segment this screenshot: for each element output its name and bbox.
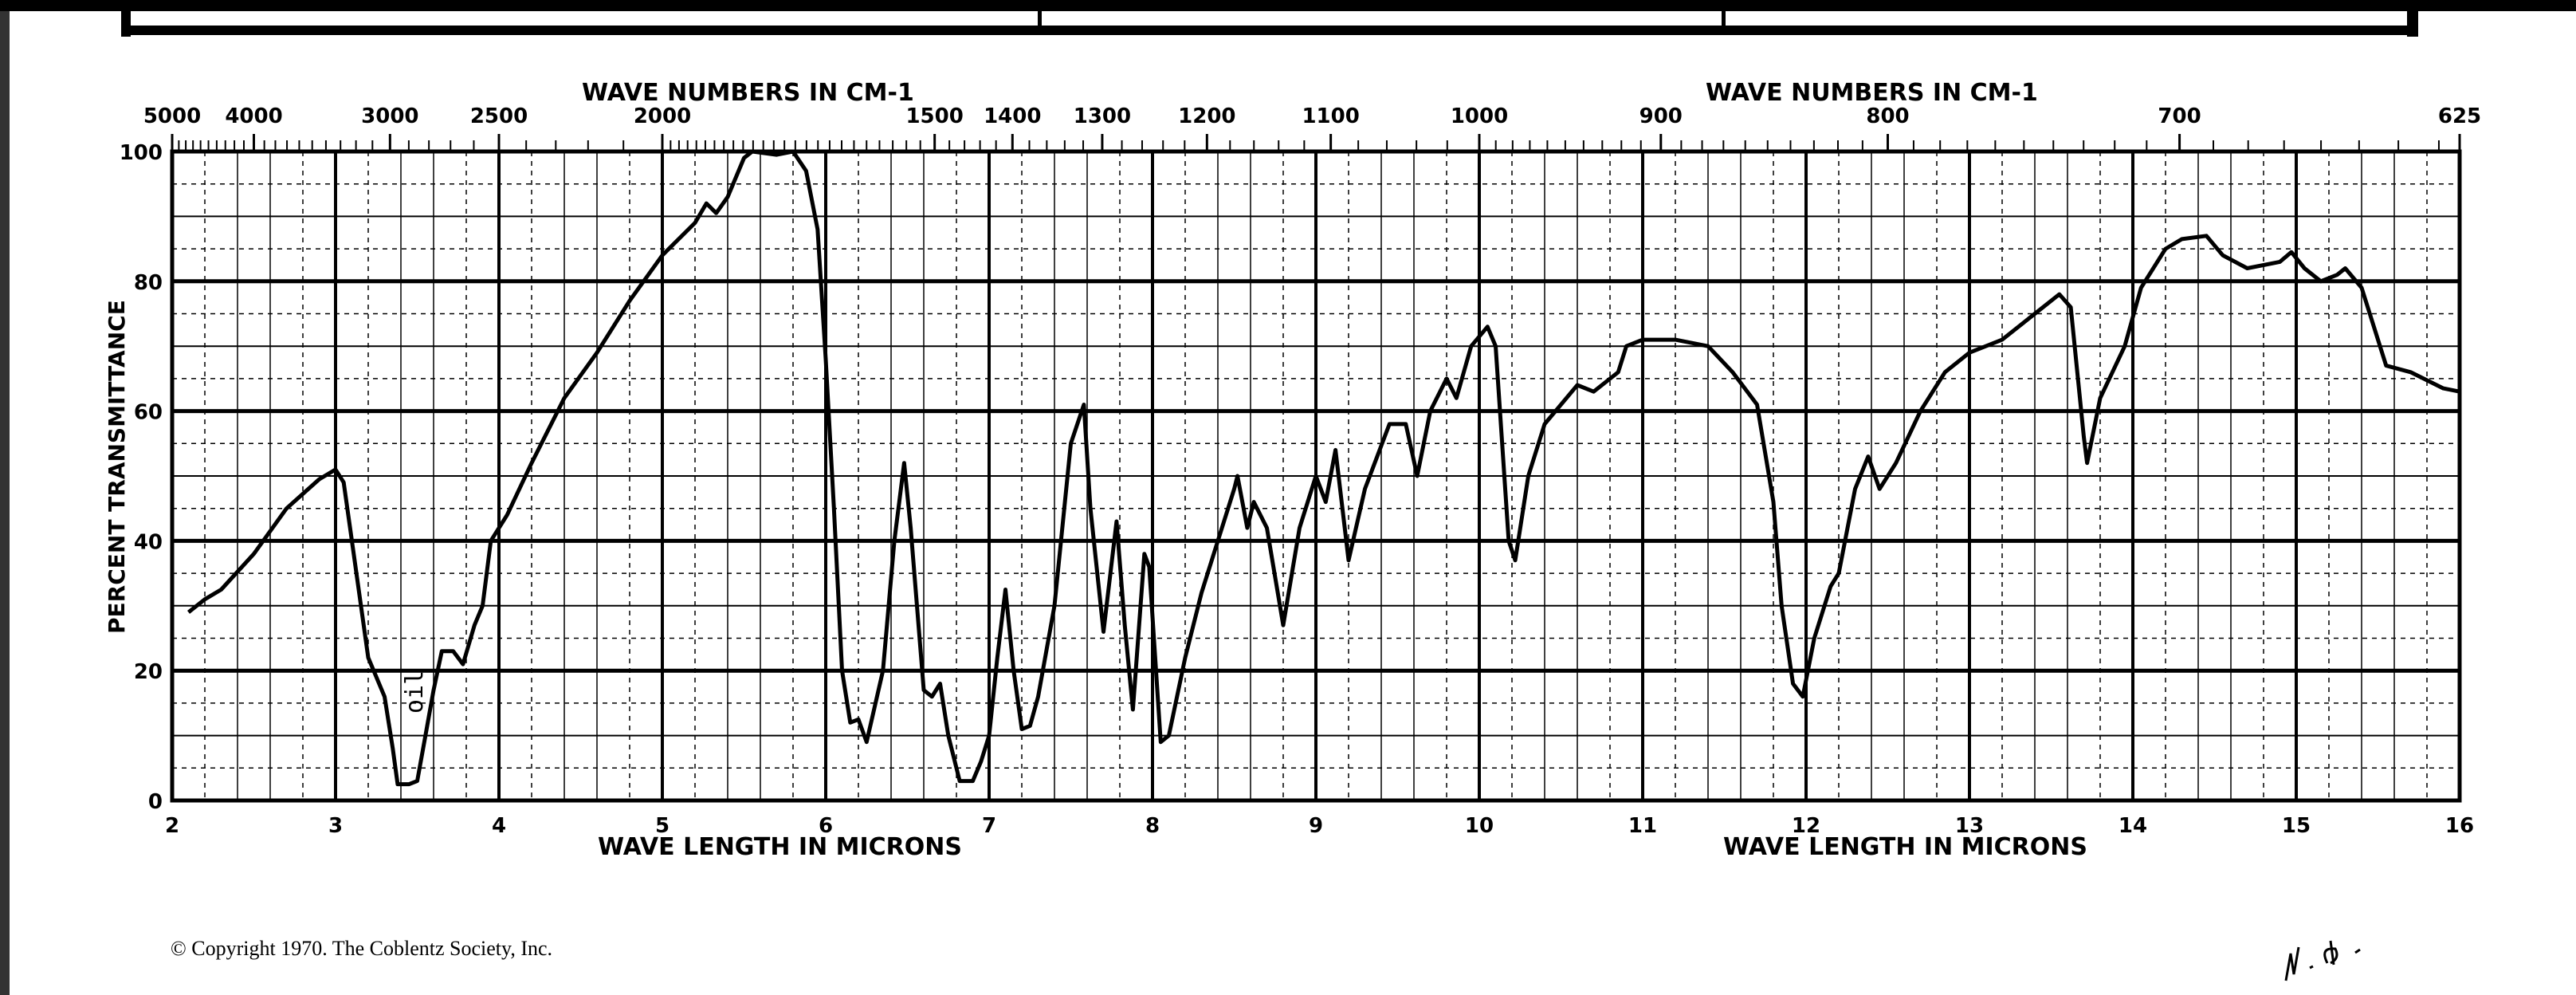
x-axis-title: WAVE LENGTH IN MICRONS (598, 833, 962, 861)
wavenumber-tick-label: 800 (1866, 104, 1909, 128)
wavenumber-tick-label: 2500 (470, 104, 528, 128)
oil-annotation: oil (401, 671, 429, 714)
y-tick-label: 20 (134, 660, 163, 684)
x-tick-label: 12 (1792, 814, 1820, 838)
x-tick-label: 4 (492, 814, 506, 838)
wavenumber-tick-label: 5000 (143, 104, 201, 128)
y-axis-title: PERCENT TRANSMITTANCE (104, 300, 130, 634)
x-tick-label: 5 (655, 814, 670, 838)
x-tick-label: 9 (1309, 814, 1323, 838)
copyright-text: © Copyright 1970. The Coblentz Society, … (171, 937, 552, 960)
wavenumber-tick-label: 1000 (1451, 104, 1508, 128)
wavenumber-tick-label: 1300 (1074, 104, 1131, 128)
wavenumber-tick-label: 1500 (905, 104, 963, 128)
x-axis-title-right: WAVE LENGTH IN MICRONS (1723, 833, 2087, 861)
wavenumber-tick-label: 3000 (361, 104, 418, 128)
wavenumber-tick-label: 625 (2438, 104, 2481, 128)
x-tick-label: 8 (1145, 814, 1160, 838)
wavenumber-tick-label: 1100 (1302, 104, 1359, 128)
x-tick-label: 6 (819, 814, 833, 838)
spectrum-line (187, 149, 2460, 787)
y-tick-label: 100 (120, 141, 163, 165)
wavenumber-tick-label: 900 (1639, 104, 1683, 128)
x-tick-label: 10 (1465, 814, 1494, 838)
wavenumber-tick-label: 700 (2158, 104, 2201, 128)
x-tick-label: 15 (2282, 814, 2311, 838)
wavenumber-tick-label: 1400 (984, 104, 1041, 128)
x-tick-label: 7 (982, 814, 996, 838)
top-axis-title: WAVE NUMBERS IN CM-1 (582, 79, 914, 107)
x-tick-label: 14 (2119, 814, 2147, 838)
y-tick-label: 60 (134, 401, 163, 425)
handwritten-signature (2284, 940, 2361, 981)
x-tick-label: 11 (1628, 814, 1657, 838)
wavenumber-tick-label: 1200 (1178, 104, 1235, 128)
wavenumber-tick-label: 2000 (634, 104, 691, 128)
grid (170, 149, 2462, 803)
axis-ticks: 2 3 4 5 6 7 8 9 10 11 12 13 14 15 16 0 20 40 60 80 100 5000 40… (120, 104, 2481, 838)
x-tick-label: 16 (2445, 814, 2474, 838)
wavenumber-tick-label: 4000 (225, 104, 282, 128)
top-axis-title-right: WAVE NUMBERS IN CM-1 (1706, 79, 2038, 107)
y-tick-label: 0 (148, 790, 163, 814)
plot-frame (170, 149, 2462, 803)
x-tick-label: 13 (1955, 814, 1984, 838)
x-tick-label: 2 (165, 814, 179, 838)
x-tick-label: 3 (328, 814, 343, 838)
y-tick-label: 40 (134, 530, 163, 554)
y-tick-label: 80 (134, 271, 163, 295)
